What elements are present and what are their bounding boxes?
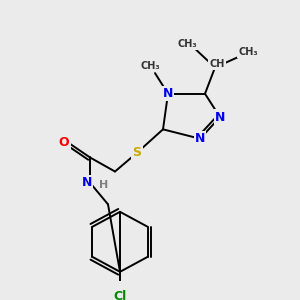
Text: CH₃: CH₃ bbox=[140, 61, 160, 70]
Text: CH: CH bbox=[209, 59, 225, 69]
Text: N: N bbox=[82, 176, 92, 189]
Text: N: N bbox=[163, 87, 173, 100]
Text: H: H bbox=[99, 180, 109, 190]
Text: O: O bbox=[59, 136, 69, 149]
Text: S: S bbox=[133, 146, 142, 159]
Text: CH₃: CH₃ bbox=[177, 39, 197, 49]
Text: Cl: Cl bbox=[113, 290, 127, 300]
Text: N: N bbox=[195, 132, 205, 145]
Text: CH₃: CH₃ bbox=[238, 47, 258, 58]
Text: N: N bbox=[215, 111, 225, 124]
